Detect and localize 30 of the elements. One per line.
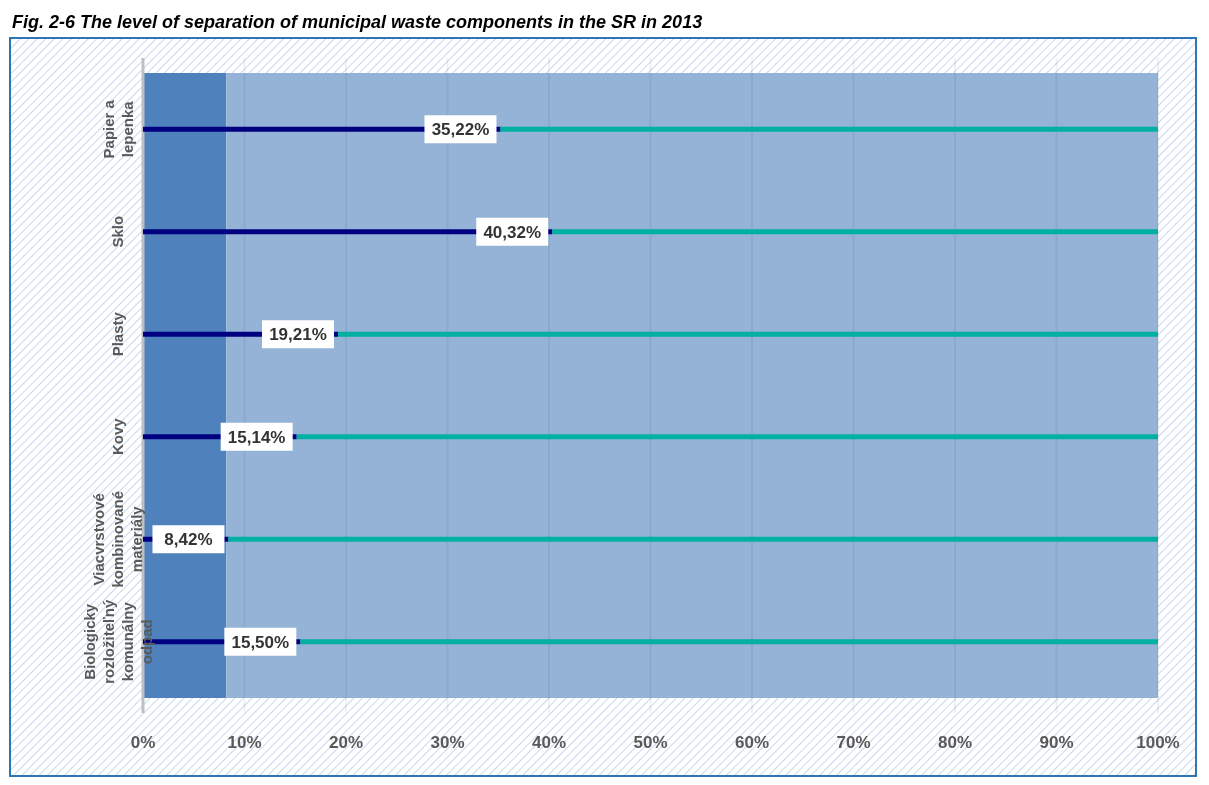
y-tick-label: Sklo xyxy=(109,215,126,248)
x-tick-label: 10% xyxy=(227,733,262,752)
data-label: 15,50% xyxy=(231,632,290,652)
chart-title: Fig. 2-6 The level of separation of municipal waste components in the SR in 2013 xyxy=(12,12,703,32)
x-tick-label: 0% xyxy=(130,733,156,752)
data-label: 19,21% xyxy=(269,325,327,345)
x-tick-label: 50% xyxy=(633,733,668,752)
x-tick-label: 70% xyxy=(836,733,871,752)
bar xyxy=(500,126,1158,132)
x-tick-label: 40% xyxy=(531,733,567,752)
y-tick-label: Viacvrstvové kombinované materiály xyxy=(90,490,145,588)
x-tick-label: 60% xyxy=(734,733,770,752)
bar xyxy=(228,536,1158,542)
bar xyxy=(552,229,1158,235)
x-tick-label: 90% xyxy=(1039,733,1074,752)
x-tick-label: 80% xyxy=(937,733,973,752)
x-tick-label: 20% xyxy=(328,733,364,752)
x-tick-label: 100% xyxy=(1136,733,1180,752)
data-label: 15,14% xyxy=(227,427,286,447)
bar xyxy=(296,434,1158,440)
bar xyxy=(300,639,1158,645)
y-tick-label: Kovy xyxy=(109,417,126,456)
y-tick-label: Papier a lepenka xyxy=(99,99,136,159)
x-tick-label: 30% xyxy=(430,733,465,752)
bar xyxy=(337,331,1158,337)
data-label: 8,42% xyxy=(164,530,213,550)
data-label: 35,22% xyxy=(431,120,490,140)
y-tick-label: Plasty xyxy=(109,311,126,357)
y-tick-label: Biologicky rozložiteľný komunálny odpad xyxy=(80,599,155,684)
data-label: 40,32% xyxy=(483,222,542,242)
